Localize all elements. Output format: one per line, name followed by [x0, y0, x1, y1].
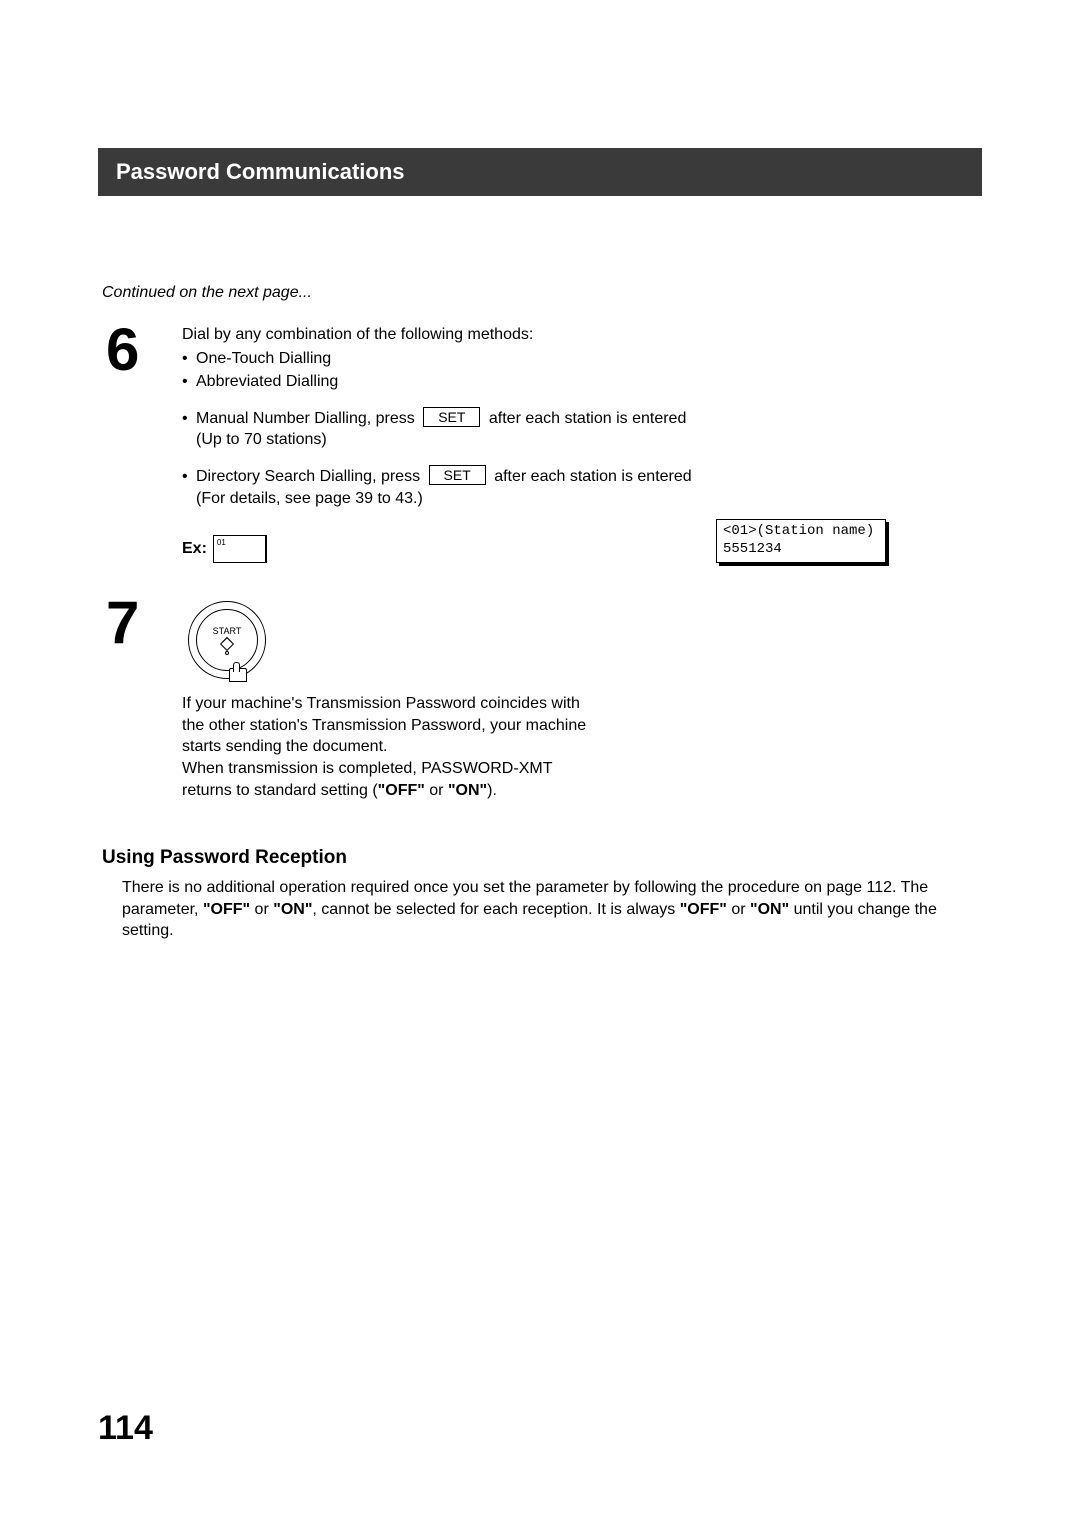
reception-off2: "OFF" — [680, 901, 727, 918]
step7-on: "ON" — [448, 782, 487, 799]
subsection-heading: Using Password Reception — [102, 847, 982, 869]
step7-off: "OFF" — [378, 782, 425, 799]
start-button-label: START — [213, 625, 242, 637]
step7-line1: If your machine's Transmission Password … — [182, 693, 982, 715]
step7-or: or — [425, 782, 448, 799]
continued-note: Continued on the next page... — [102, 284, 982, 302]
step7-line5-pre: returns to standard setting ( — [182, 782, 378, 799]
step7-line4: When transmission is completed, PASSWORD… — [182, 758, 982, 780]
dot-icon — [225, 651, 229, 655]
step6-b4-post: after each station is entered — [490, 468, 692, 485]
step6-b4-pre: Directory Search Dialling, press — [196, 468, 425, 485]
step6-bullet-1: One-Touch Dialling — [196, 350, 331, 367]
finger-press-icon — [229, 668, 247, 682]
diamond-icon — [220, 637, 234, 651]
set-key-1: SET — [423, 407, 480, 427]
example-key: 01 — [213, 535, 267, 563]
step-number-6: 6 — [106, 320, 182, 380]
reception-on2: "ON" — [750, 901, 789, 918]
lcd-display: <01>(Station name) 5551234 — [716, 519, 886, 563]
step6-b3-post: after each station is entered — [484, 410, 686, 427]
step6-b3-pre: Manual Number Dialling, press — [196, 410, 419, 427]
section-header: Password Communications — [98, 148, 982, 196]
step-number-7: 7 — [106, 593, 182, 653]
reception-p2b: , cannot be selected for each reception.… — [312, 901, 679, 918]
set-key-2: SET — [429, 465, 486, 485]
step7-line3: starts sending the document. — [182, 736, 982, 758]
page-number: 114 — [98, 1409, 153, 1448]
reception-or1: or — [250, 901, 273, 918]
reception-off1: "OFF" — [203, 901, 250, 918]
step6-b4-note: (For details, see page 39 to 43.) — [182, 488, 982, 510]
step7-line5-post: ). — [487, 782, 497, 799]
reception-or2: or — [727, 901, 750, 918]
step6-intro: Dial by any combination of the following… — [182, 324, 982, 346]
step6-b3-note: (Up to 70 stations) — [182, 429, 982, 451]
example-label: Ex: — [182, 538, 207, 560]
step6-bullet-2: Abbreviated Dialling — [196, 373, 338, 390]
start-button-icon: START — [188, 601, 266, 679]
step7-line2: the other station's Transmission Passwor… — [182, 715, 982, 737]
reception-on1: "ON" — [273, 901, 312, 918]
reception-p1: There is no additional operation require… — [122, 879, 896, 896]
